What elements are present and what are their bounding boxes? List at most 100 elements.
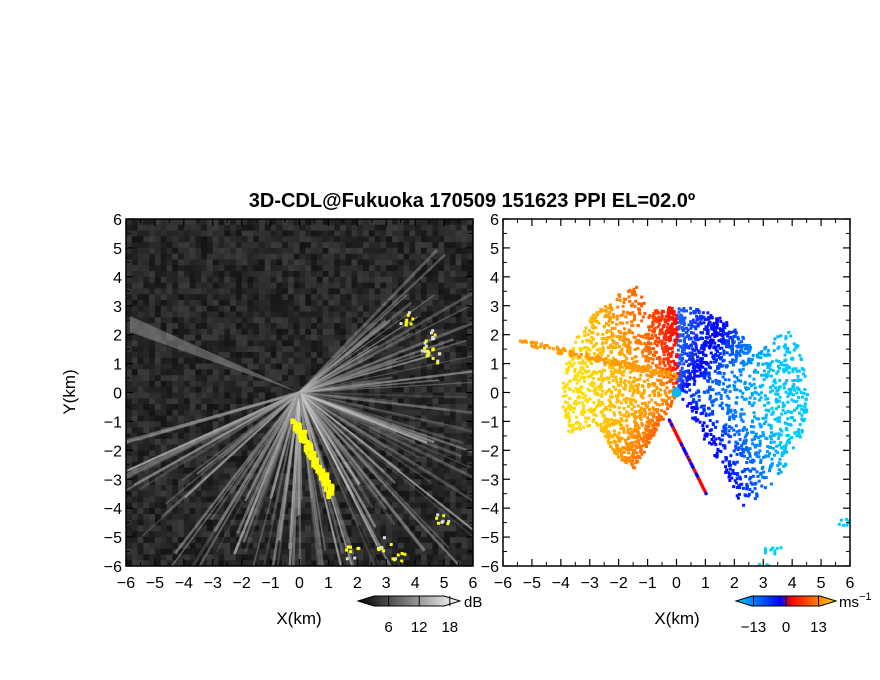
intensity-noise-cell — [305, 490, 312, 497]
intensity-noise-cell — [328, 409, 335, 416]
intensity-noise-cell — [449, 415, 456, 422]
intensity-noise-cell — [444, 276, 451, 283]
intensity-noise-cell — [224, 375, 231, 382]
intensity-noise-cell — [224, 421, 231, 428]
intensity-noise-cell — [415, 334, 422, 341]
intensity-beam — [298, 301, 413, 394]
intensity-noise-cell — [461, 508, 468, 515]
intensity-noise-cell — [259, 219, 266, 226]
intensity-noise-cell — [235, 328, 242, 335]
intensity-noise-cell — [241, 473, 248, 480]
intensity-noise-cell — [183, 305, 190, 312]
intensity-noise-cell — [154, 560, 161, 566]
intensity-noise-cell — [386, 230, 393, 237]
intensity-noise-cell — [316, 323, 323, 330]
intensity-noise-cell — [426, 323, 433, 330]
intensity-noise-cell — [143, 357, 150, 364]
intensity-noise-cell — [276, 265, 283, 272]
intensity-noise-cell — [397, 548, 404, 555]
intensity-x-tick-label: 4 — [411, 575, 420, 592]
intensity-noise-cell — [386, 259, 393, 266]
intensity-noise-cell — [432, 508, 439, 515]
intensity-noise-cell — [166, 404, 173, 411]
intensity-noise-cell — [178, 305, 185, 312]
intensity-beam — [299, 355, 473, 394]
intensity-noise-cell — [316, 276, 323, 283]
velocity-point — [744, 439, 748, 443]
intensity-noise-cell — [426, 467, 433, 474]
intensity-noise-cell — [311, 542, 318, 549]
intensity-cloud-point — [424, 344, 428, 348]
intensity-noise-cell — [409, 485, 416, 492]
intensity-noise-cell — [154, 357, 161, 364]
intensity-noise-cell — [380, 404, 387, 411]
intensity-noise-cell — [131, 299, 138, 307]
intensity-noise-cell — [444, 224, 451, 231]
intensity-noise-cell — [212, 328, 219, 335]
intensity-noise-cell — [230, 473, 237, 480]
intensity-noise-cell — [334, 224, 341, 231]
intensity-noise-cell — [415, 409, 422, 416]
intensity-noise-cell — [160, 548, 167, 555]
intensity-noise-cell — [305, 496, 312, 503]
intensity-noise-cell — [154, 537, 161, 544]
intensity-noise-cell — [247, 265, 254, 272]
velocity-point — [728, 389, 732, 393]
intensity-noise-cell — [287, 305, 295, 312]
intensity-noise-cell — [397, 386, 404, 393]
intensity-noise-cell — [363, 537, 370, 544]
intensity-noise-cell — [206, 444, 214, 451]
intensity-noise-cell — [351, 380, 358, 388]
intensity-y-tick-label: 6 — [113, 212, 122, 229]
intensity-noise-cell — [432, 421, 439, 428]
intensity-noise-cell — [189, 230, 196, 237]
intensity-noise-cell — [392, 282, 399, 289]
intensity-noise-cell — [426, 427, 433, 434]
intensity-noise-cell — [293, 276, 300, 283]
intensity-noise-cell — [386, 519, 393, 526]
intensity-noise-cell — [449, 259, 456, 266]
intensity-noise-cell — [368, 525, 375, 532]
intensity-noise-cell — [154, 513, 161, 521]
intensity-noise-cell — [415, 450, 422, 457]
intensity-noise-cell — [189, 531, 196, 538]
intensity-noise-cell — [137, 288, 144, 295]
intensity-noise-cell — [160, 461, 167, 468]
intensity-noise-cell — [253, 554, 260, 561]
intensity-noise-cell — [345, 236, 352, 243]
intensity-noise-cell — [403, 542, 410, 549]
intensity-noise-cell — [160, 311, 167, 318]
intensity-noise-cell — [432, 467, 439, 474]
velocity-point — [786, 417, 790, 421]
intensity-noise-cell — [357, 467, 364, 474]
intensity-noise-cell — [206, 230, 214, 237]
intensity-cloud-point — [394, 557, 398, 561]
intensity-noise-cell — [149, 299, 156, 307]
intensity-noise-cell — [328, 467, 335, 474]
velocity-point — [619, 383, 623, 387]
intensity-noise-cell — [334, 242, 341, 249]
yellow-echo-point — [307, 453, 314, 458]
intensity-noise-cell — [126, 450, 133, 457]
intensity-noise-cell — [374, 461, 381, 468]
intensity-noise-cell — [438, 311, 445, 318]
intensity-noise-cell — [392, 230, 399, 237]
intensity-noise-cell — [264, 288, 271, 295]
intensity-noise-cell — [316, 496, 323, 503]
intensity-noise-cell — [253, 467, 260, 474]
velocity-point — [636, 385, 640, 389]
intensity-noise-cell — [264, 328, 271, 335]
intensity-noise-cell — [426, 317, 433, 324]
intensity-noise-cell — [253, 380, 260, 388]
intensity-cloud-point — [356, 547, 360, 551]
intensity-noise-cell — [351, 490, 358, 497]
intensity-noise-cell — [218, 490, 225, 497]
intensity-beam — [298, 391, 426, 552]
intensity-noise-cell — [299, 299, 306, 307]
intensity-noise-cell — [218, 242, 225, 249]
intensity-noise-cell — [253, 276, 260, 283]
intensity-noise-cell — [126, 513, 133, 521]
intensity-noise-cell — [160, 560, 167, 566]
intensity-noise-cell — [195, 357, 202, 364]
intensity-noise-cell — [316, 259, 323, 266]
